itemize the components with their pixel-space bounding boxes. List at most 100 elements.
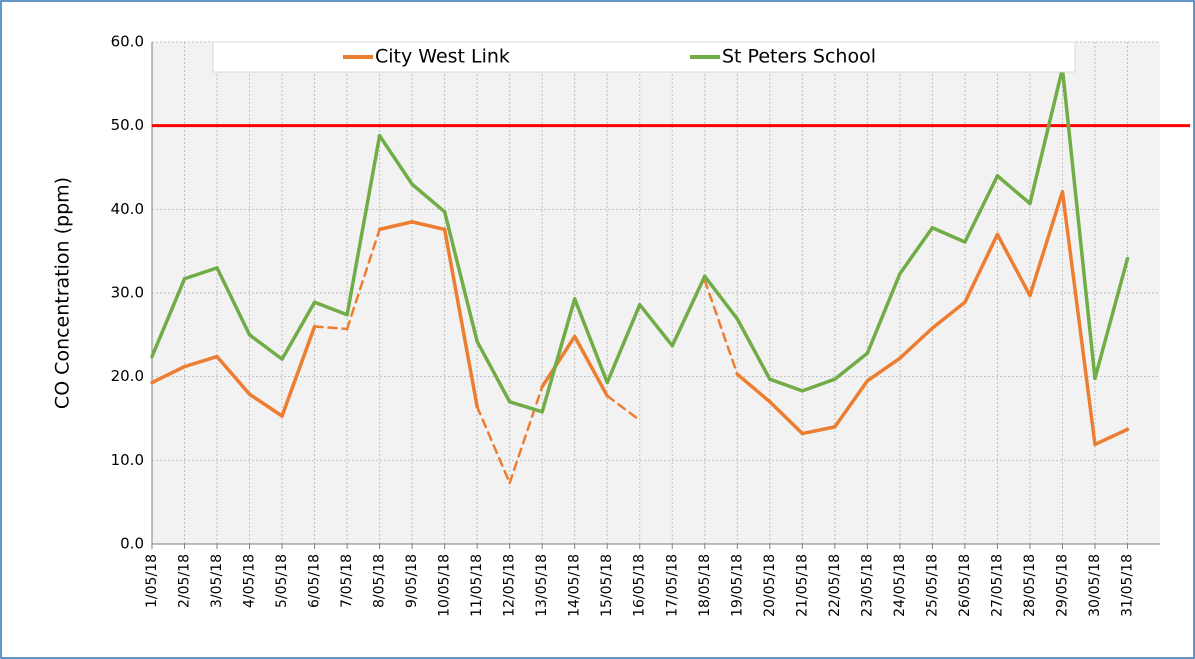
series-line bbox=[800, 425, 837, 436]
series-line bbox=[150, 277, 187, 359]
series-line bbox=[215, 354, 252, 396]
y-tick-label: 20.0 bbox=[111, 367, 144, 385]
series-line bbox=[215, 266, 252, 337]
series-line bbox=[1093, 427, 1130, 447]
series-line bbox=[865, 356, 902, 383]
y-tick-label: 60.0 bbox=[111, 33, 144, 51]
x-tick-label: 16/05/18 bbox=[632, 554, 648, 617]
x-tick-label: 15/05/18 bbox=[599, 554, 615, 617]
legend-label: City West Link bbox=[375, 46, 510, 68]
x-tick-label: 22/05/18 bbox=[827, 554, 843, 617]
x-tick-label: 6/05/18 bbox=[307, 554, 323, 608]
series-line bbox=[930, 300, 967, 330]
x-tick-label: 1/05/18 bbox=[144, 554, 160, 608]
series-line bbox=[377, 133, 414, 186]
x-tick-label: 9/05/18 bbox=[404, 554, 420, 608]
series-line bbox=[345, 133, 382, 317]
x-tick-label: 26/05/18 bbox=[957, 554, 973, 617]
x-tick-label: 23/05/18 bbox=[859, 554, 875, 617]
series-line bbox=[572, 297, 609, 385]
x-tick-label: 30/05/18 bbox=[1087, 554, 1103, 617]
legend-label: St Peters School bbox=[722, 46, 876, 68]
y-tick-label: 40.0 bbox=[111, 200, 144, 218]
series-line bbox=[735, 317, 772, 381]
x-tick-label: 24/05/18 bbox=[892, 554, 908, 617]
series-line bbox=[377, 220, 414, 232]
y-tick-label: 50.0 bbox=[111, 116, 144, 134]
series-line bbox=[247, 333, 284, 361]
x-tick-label: 31/05/18 bbox=[1119, 554, 1135, 617]
x-tick-label: 13/05/18 bbox=[534, 554, 550, 617]
series-line bbox=[637, 302, 675, 348]
series-line bbox=[182, 354, 219, 369]
series-line bbox=[1028, 67, 1065, 206]
y-tick-label: 0.0 bbox=[120, 535, 144, 553]
series-line bbox=[703, 274, 740, 321]
series-line bbox=[833, 351, 870, 381]
series-line bbox=[930, 225, 967, 244]
series-line bbox=[1060, 67, 1097, 381]
series-line bbox=[540, 297, 577, 414]
series-line bbox=[995, 174, 1032, 206]
x-tick-label: 10/05/18 bbox=[437, 554, 453, 617]
series-line bbox=[247, 392, 284, 418]
series-line bbox=[963, 232, 1000, 304]
series-line bbox=[1093, 256, 1130, 381]
series-line bbox=[508, 385, 544, 485]
series-line bbox=[833, 379, 870, 429]
series-line bbox=[572, 334, 609, 398]
x-tick-label: 18/05/18 bbox=[697, 554, 713, 617]
x-tick-label: 27/05/18 bbox=[989, 554, 1005, 617]
series-line bbox=[800, 377, 837, 393]
y-axis-title: CO Concentration (ppm) bbox=[52, 177, 74, 409]
x-tick-label: 12/05/18 bbox=[502, 554, 518, 617]
legend bbox=[212, 41, 1076, 73]
y-tick-label: 30.0 bbox=[111, 284, 144, 302]
series-line bbox=[150, 364, 187, 385]
series-line bbox=[605, 302, 642, 385]
x-tick-label: 14/05/18 bbox=[567, 554, 583, 617]
series-line bbox=[703, 279, 739, 376]
series-line bbox=[442, 227, 479, 409]
x-tick-label: 2/05/18 bbox=[177, 554, 193, 608]
x-tick-label: 4/05/18 bbox=[242, 554, 258, 608]
series-line bbox=[312, 300, 349, 317]
series-line bbox=[1028, 190, 1065, 298]
x-tick-label: 3/05/18 bbox=[209, 554, 225, 608]
series-line bbox=[768, 377, 805, 393]
series-line bbox=[768, 400, 805, 436]
x-tick-label: 17/05/18 bbox=[664, 554, 680, 617]
x-tick-label: 28/05/18 bbox=[1022, 554, 1038, 617]
series-line bbox=[313, 325, 349, 331]
x-tick-label: 11/05/18 bbox=[469, 554, 485, 617]
series-line bbox=[410, 182, 447, 214]
series-line bbox=[280, 324, 317, 418]
series-line bbox=[280, 300, 317, 361]
x-tick-label: 7/05/18 bbox=[339, 554, 355, 608]
x-tick-label: 25/05/18 bbox=[924, 554, 940, 617]
x-tick-label: 20/05/18 bbox=[762, 554, 778, 617]
series-line bbox=[475, 405, 511, 485]
series-line bbox=[898, 326, 935, 361]
series-line bbox=[898, 225, 935, 276]
series-line bbox=[865, 272, 902, 355]
series-line bbox=[442, 210, 479, 344]
series-line bbox=[410, 220, 447, 232]
series-line bbox=[345, 228, 381, 331]
x-tick-label: 8/05/18 bbox=[372, 554, 388, 608]
series-line bbox=[1060, 190, 1097, 447]
x-tick-label: 5/05/18 bbox=[274, 554, 290, 608]
x-tick-label: 21/05/18 bbox=[794, 554, 810, 617]
series-line bbox=[735, 372, 772, 404]
series-line bbox=[475, 339, 512, 404]
series-line bbox=[995, 232, 1032, 298]
series-line bbox=[507, 400, 544, 414]
series-line bbox=[670, 274, 707, 348]
x-tick-label: 29/05/18 bbox=[1054, 554, 1070, 617]
series-line bbox=[605, 394, 641, 422]
series-line bbox=[963, 174, 1000, 244]
series-line bbox=[182, 266, 219, 281]
y-tick-label: 10.0 bbox=[111, 451, 144, 469]
x-tick-label: 19/05/18 bbox=[729, 554, 745, 617]
